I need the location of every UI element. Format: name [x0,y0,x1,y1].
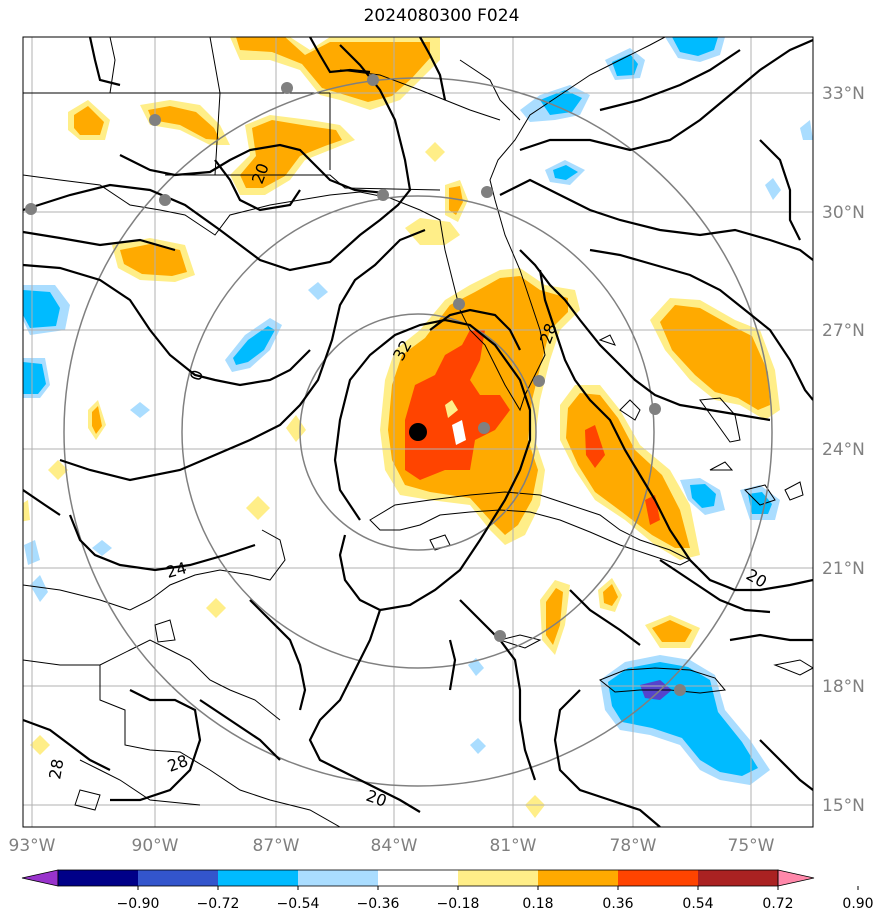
lat-label: 21°N [822,559,865,579]
colorbar-tick-label: −0.54 [277,896,320,912]
colorbar-tick-label: −0.36 [357,896,400,912]
latitude-labels: 33°N 30°N 27°N 24°N 21°N 18°N 15°N [822,84,865,816]
lat-label: 18°N [822,677,865,697]
map-panel: 20 20 24 28 28 32 0 20 28 [23,37,813,827]
colorbar-swatch [298,870,379,886]
lat-label: 33°N [822,84,865,104]
colorbar-tick-label: −0.72 [197,896,240,912]
range-rings [63,77,773,787]
colorbar-swatches [21,869,815,887]
contour-label: 28 [45,757,67,780]
lon-label: 90°W [132,836,179,856]
colorbar-swatch [698,870,779,886]
longitude-labels: 93°W 90°W 87°W 84°W 81°W 78°W 75°W [9,836,775,856]
lon-label: 81°W [490,836,537,856]
contour-label: 24 [164,558,189,582]
colorbar-tick-label: −0.18 [437,896,480,912]
colorbar-swatch [138,870,219,886]
lat-label: 30°N [822,203,865,223]
colorbar-tick-labels: −0.90 −0.72 −0.54 −0.36 −0.18 0.18 0.36 0.54 0.7… [117,886,874,912]
colorbar-tick-label: 0.72 [762,896,793,912]
colorbar-swatch [378,870,459,886]
colorbar: −0.90 −0.72 −0.54 −0.36 −0.18 0.18 0.36 0.54 0.7… [21,869,874,912]
lon-label: 84°W [371,836,418,856]
colorbar-tick-label: −0.90 [117,896,160,912]
thick-contours [23,37,813,827]
lon-label: 87°W [253,836,300,856]
negative-shading [23,37,813,785]
coastlines [23,37,813,827]
station-markers [25,74,686,696]
lon-label: 75°W [728,836,775,856]
colorbar-tick-label: 0.18 [522,896,553,912]
colorbar-swatch [21,869,59,887]
map-frame [22,36,814,828]
colorbar-swatch [58,870,139,886]
lon-label: 93°W [9,836,56,856]
colorbar-swatch [618,870,699,886]
colorbar-tick-label: 0.90 [842,896,873,912]
colorbar-swatch [218,870,299,886]
colorbar-swatch [777,869,815,887]
map-title: 2024080300 F024 [363,6,520,26]
colorbar-tick-label: 0.54 [682,896,713,912]
lat-label: 15°N [822,796,865,816]
lat-label: 24°N [822,440,865,460]
colorbar-frame [57,869,779,887]
lat-label: 27°N [822,321,865,341]
storm-center-marker [409,423,427,441]
lon-label: 78°W [610,836,657,856]
colorbar-swatch [538,870,619,886]
colorbar-swatch [458,870,539,886]
colorbar-tick-label: 0.36 [602,896,633,912]
